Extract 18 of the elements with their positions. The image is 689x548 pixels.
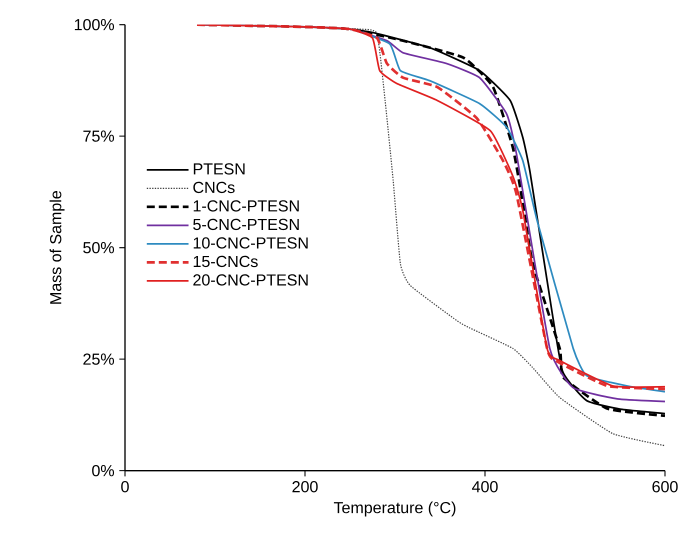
- x-axis-title: Temperature (°C): [334, 502, 456, 516]
- legend-label: PTESN: [194, 163, 245, 175]
- y-axis-title: Mass of Sample: [50, 191, 65, 304]
- x-tick-label: 200: [292, 481, 318, 492]
- y-tick-label: 0%: [92, 464, 114, 476]
- x-tick-label: 600: [652, 481, 678, 492]
- legend-label: 5-CNC-PTESN: [193, 218, 299, 230]
- x-tick-label: 0: [121, 481, 129, 492]
- legend-label: CNCs: [193, 182, 235, 194]
- legend-label: 10-CNC-PTESN: [194, 237, 308, 249]
- y-tick-label: 75%: [83, 130, 114, 142]
- x-tick-label: 400: [472, 481, 498, 492]
- legend-label: 1-CNC-PTESN: [194, 200, 299, 212]
- y-tick-label: 50%: [83, 242, 114, 254]
- y-tick-label: 100%: [74, 18, 114, 30]
- y-tick-label: 25%: [83, 353, 114, 365]
- legend-label: 20-CNC-PTESN: [193, 274, 308, 286]
- legend-label: 15-CNCs: [194, 256, 258, 268]
